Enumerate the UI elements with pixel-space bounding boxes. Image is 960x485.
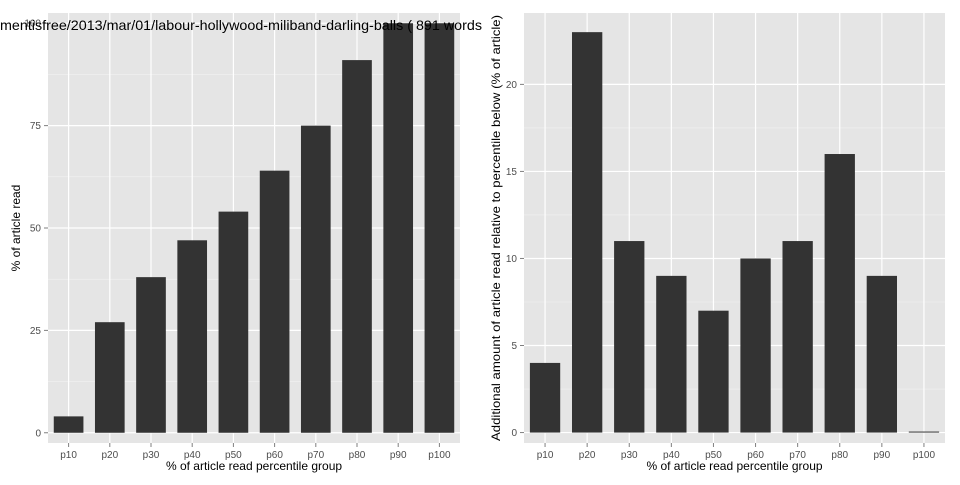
chart1-x-tick-label: p20: [101, 450, 118, 461]
chart1-x-tick-label: p100: [428, 450, 451, 461]
chart2-bar-p80: [824, 154, 855, 433]
chart1-x-tick-label: p90: [390, 450, 407, 461]
chart1-bar-p60: [259, 170, 290, 433]
chart1-bar-p40: [177, 240, 208, 433]
chart2-y-tick-label: 5: [511, 341, 517, 352]
chart1-y-tick-label: 50: [30, 224, 42, 235]
chart2-y-tick-label: 15: [506, 167, 518, 178]
chart2-x-tick-label: p80: [831, 450, 848, 461]
chart2-bar-p100: [908, 431, 940, 433]
chart2-bar-p90: [866, 275, 898, 433]
chart2-y-axis-label: Additional amount of article read relati…: [489, 15, 503, 441]
chart1-x-tick-label: p80: [349, 450, 366, 461]
chart1-x-tick-label: p30: [143, 450, 160, 461]
chart2-x-tick-label: p10: [537, 450, 554, 461]
chart1-x-tick-label: p50: [225, 450, 242, 461]
chart1-y-axis-label: % of article read: [9, 185, 23, 272]
chart2-x-axis-label: % of article read percentile group: [646, 459, 822, 473]
chart1-x-tick-label: p60: [266, 450, 283, 461]
chart-title: mentisfree/2013/mar/01/labour-hollywood-…: [0, 17, 482, 33]
chart2-bar-p50: [698, 310, 729, 433]
chart2-y-tick-label: 20: [506, 80, 518, 91]
chart2-x-tick-label: p60: [747, 450, 764, 461]
chart2-bar-p20: [571, 32, 603, 433]
chart2-bar-p30: [614, 241, 645, 433]
chart2-bar-p70: [782, 241, 813, 433]
chart1-y-tick-label: 75: [30, 121, 42, 132]
chart2-x-tick-label: p100: [913, 450, 936, 461]
chart2-y-tick-label: 10: [506, 254, 518, 265]
chart2-x-tick-label: p50: [705, 450, 722, 461]
chart2-bar-p60: [740, 258, 771, 433]
chart1-bar-p90: [383, 23, 414, 433]
chart2-bar-p10: [529, 362, 561, 433]
chart1-bar-p50: [218, 211, 249, 433]
chart2-x-tick-label: p30: [621, 450, 638, 461]
chart2-x-tick-label: p20: [579, 450, 596, 461]
chart2-x-tick-label: p70: [789, 450, 806, 461]
chart1-y-tick-label: 0: [35, 428, 41, 439]
chart1-bar-p20: [94, 322, 125, 433]
chart1-x-tick-label: p40: [184, 450, 201, 461]
chart1-bar-p70: [300, 125, 331, 433]
chart1-y-tick-label: 100: [24, 19, 41, 30]
chart1-bar-p100: [424, 23, 455, 433]
chart1-bar-p30: [136, 277, 166, 433]
chart2-x-tick-label: p90: [874, 450, 891, 461]
chart2-bar-p40: [656, 275, 687, 433]
chart1-bar-p10: [53, 416, 84, 433]
chart1-bar-p80: [342, 60, 372, 433]
chart2-y-tick-label: 0: [511, 428, 517, 439]
chart1-y-tick-label: 25: [30, 326, 42, 337]
chart1-x-tick-label: p70: [307, 450, 324, 461]
chart1-x-tick-label: p10: [60, 450, 77, 461]
chart2-x-tick-label: p40: [663, 450, 680, 461]
chart1-x-axis-label: % of article read percentile group: [166, 459, 342, 473]
